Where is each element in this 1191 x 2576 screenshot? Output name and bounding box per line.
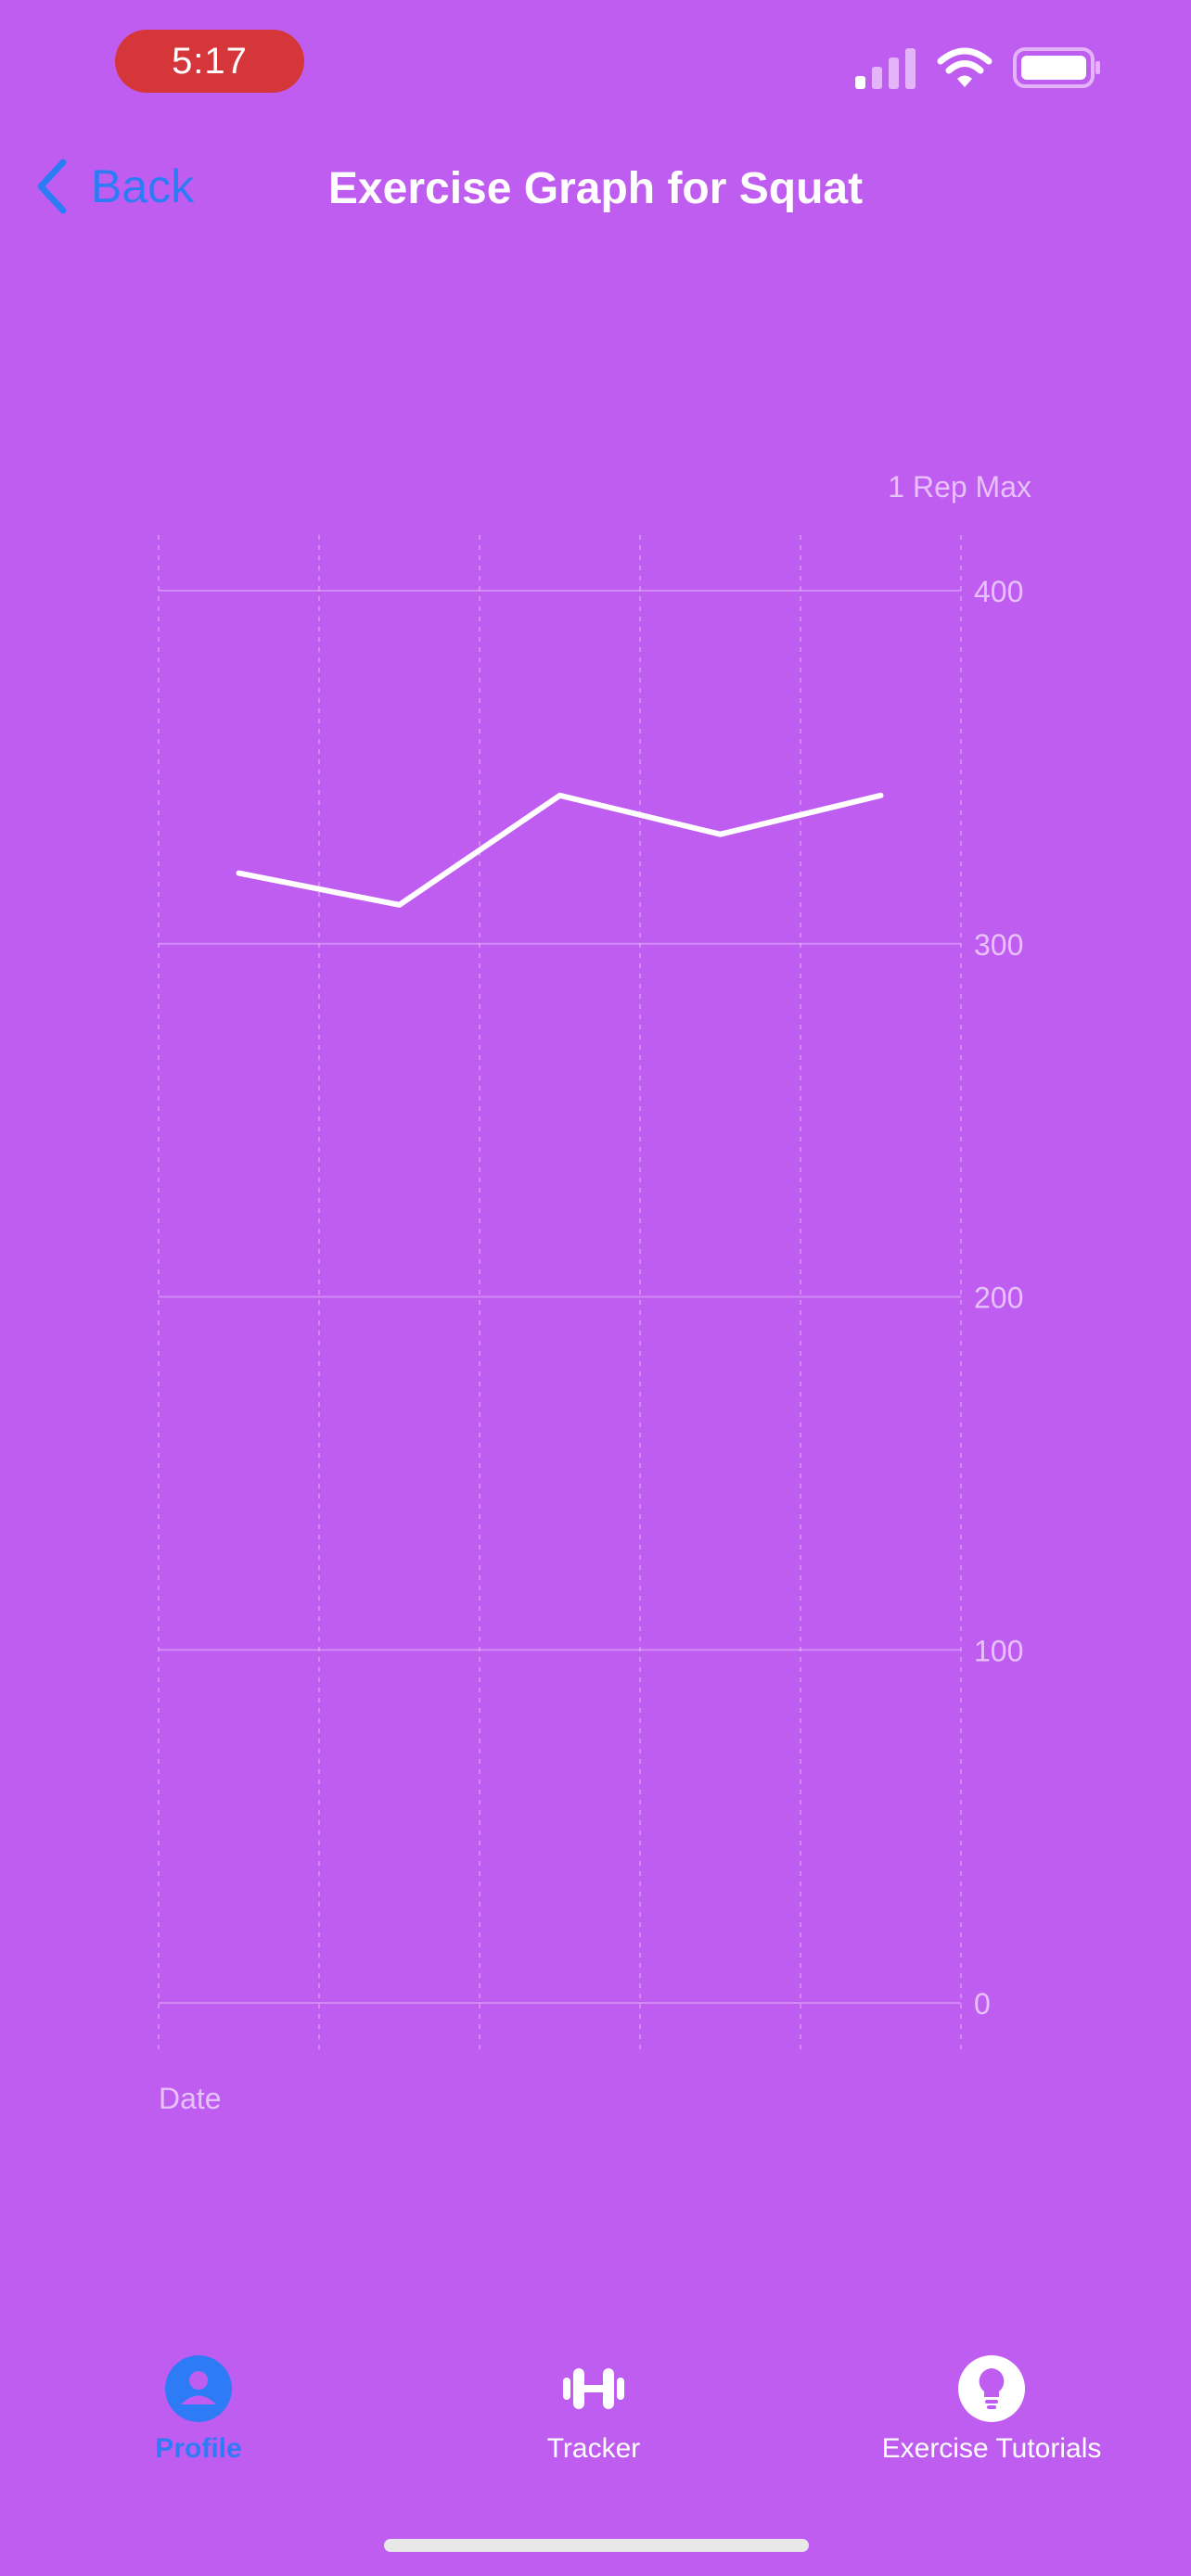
- y-tick-label: 0: [974, 1987, 991, 2021]
- tab-bar: Profile Tracker Exercise Tutorials: [0, 2355, 1191, 2485]
- chevron-left-icon: [37, 159, 67, 214]
- back-label: Back: [91, 160, 195, 212]
- wifi-icon: [937, 47, 992, 87]
- lightbulb-icon: [958, 2355, 1025, 2422]
- tab-exercise-tutorials-label: Exercise Tutorials: [881, 2433, 1102, 2464]
- exercise-chart: 400 300 200 100 0 1 Rep Max Date: [0, 445, 1191, 2133]
- tab-tracker-label: Tracker: [546, 2433, 641, 2464]
- y-tick-label: 100: [974, 1634, 1023, 1667]
- y-axis-label: 1 Rep Max: [888, 470, 1031, 504]
- y-tick-label: 200: [974, 1282, 1023, 1315]
- line-chart: 400 300 200 100 0 1 Rep Max Date: [158, 470, 1031, 2115]
- home-indicator: [384, 2539, 809, 2552]
- x-axis-label: Date: [159, 2082, 222, 2115]
- battery-icon: [1013, 47, 1100, 88]
- tab-tracker[interactable]: Tracker: [501, 2355, 686, 2465]
- page-title: Exercise Graph for Squat: [327, 164, 864, 213]
- tab-profile[interactable]: Profile: [106, 2355, 291, 2465]
- y-tick-label: 400: [974, 575, 1023, 608]
- back-button[interactable]: Back: [33, 158, 194, 215]
- tab-exercise-tutorials[interactable]: Exercise Tutorials: [862, 2355, 1121, 2465]
- series-line: [236, 792, 884, 908]
- person-icon: [165, 2355, 232, 2422]
- status-time: 5:17: [115, 30, 304, 93]
- status-icons: [853, 46, 1102, 89]
- tab-profile-label: Profile: [155, 2433, 242, 2464]
- cellular-signal-icon: [855, 48, 916, 89]
- dumbbell-icon: [563, 2368, 624, 2409]
- y-tick-label: 300: [974, 928, 1023, 962]
